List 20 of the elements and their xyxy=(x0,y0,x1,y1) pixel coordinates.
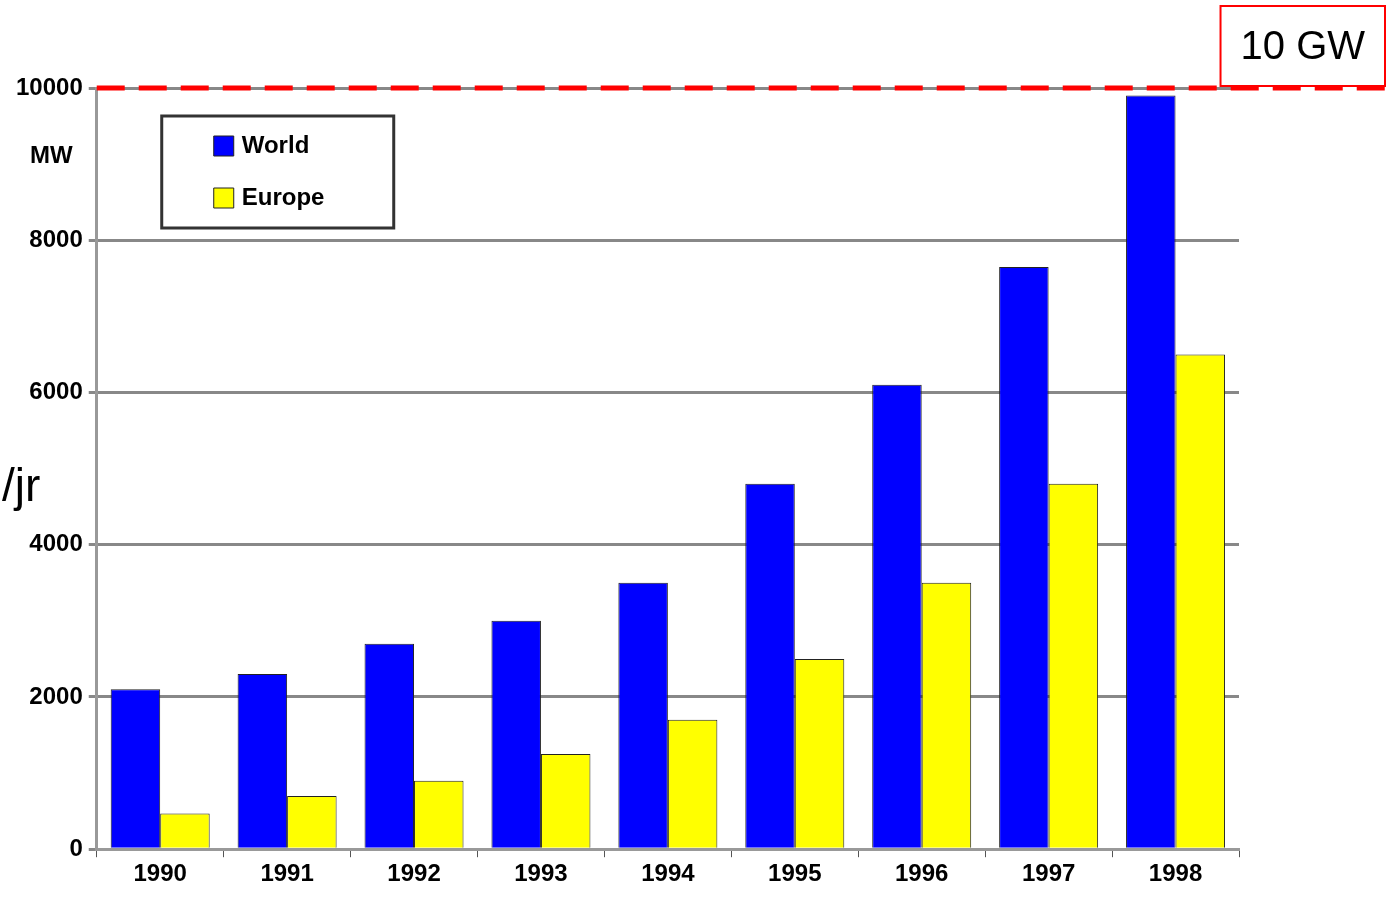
x-tick-label: 1990 xyxy=(133,859,187,887)
x-tick-label: 1996 xyxy=(895,859,949,887)
x-tick-label: 1994 xyxy=(641,859,696,887)
x-tick-label: 1995 xyxy=(768,859,822,887)
x-tick-label: 1992 xyxy=(387,859,441,887)
x-tick-label: 1991 xyxy=(260,859,314,887)
text: /jr xyxy=(2,459,41,512)
ref-line-label: 10 GW xyxy=(1240,23,1366,68)
y-tick-label: 6000 xyxy=(29,377,83,405)
legend-label: World xyxy=(241,130,310,158)
y-tick-label: 0 xyxy=(69,833,83,861)
x-tick-label: 1998 xyxy=(1148,859,1203,887)
legend-label: Europe xyxy=(241,182,325,210)
x-tick-label: 1997 xyxy=(1021,859,1076,887)
y-tick-label: 4000 xyxy=(29,529,83,557)
y-tick-label: 8000 xyxy=(29,224,83,252)
y-tick-label: 10000 xyxy=(15,72,83,100)
y-tick-label: 2000 xyxy=(29,681,83,709)
x-tick-label: 1993 xyxy=(514,859,568,887)
y-axis-title: MW xyxy=(30,140,73,168)
